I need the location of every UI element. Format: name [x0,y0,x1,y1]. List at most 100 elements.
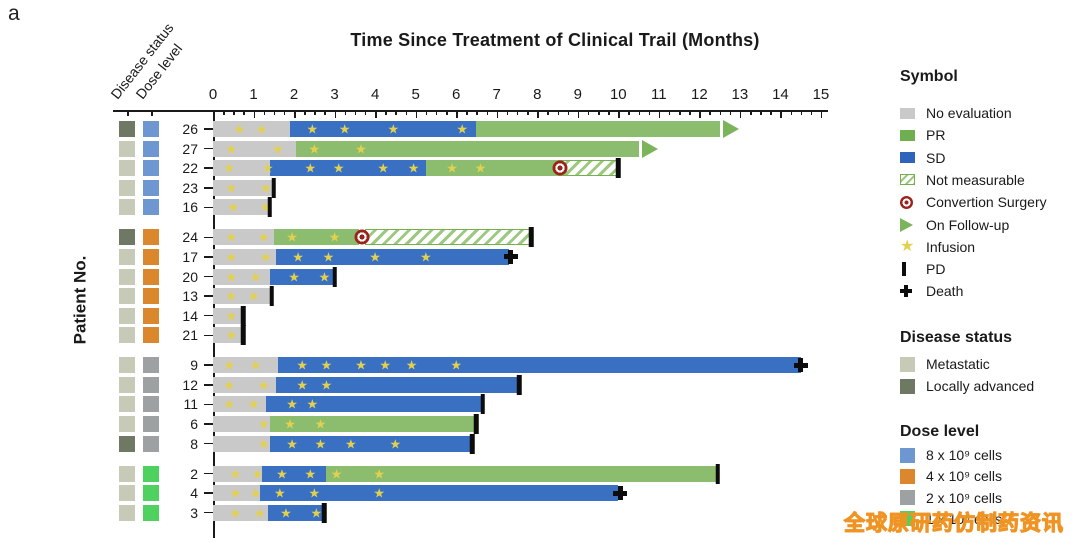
infusion-star-icon: ★ [373,485,385,501]
infusion-star-icon: ★ [407,160,420,176]
infusion-star-icon: ★ [255,121,268,137]
x-axis-minor-tick [709,110,711,115]
disease-status-square [119,465,135,482]
pd-icon [902,262,906,277]
disease-status-square [119,268,135,285]
x-axis-tick-label: 8 [533,86,542,103]
infusion-star-icon: ★ [286,396,298,412]
x-axis-minor-tick [506,110,509,115]
patient-number-label: 20 [182,268,198,285]
legend-item-label: No evaluation [926,105,1012,121]
dose-level-square [143,140,159,157]
dose-8e9-swatch [900,447,926,463]
legend-item-conversion-surgery: Convertion Surgery [900,193,1047,211]
disease-status-square [119,504,135,521]
patient-number-label: 17 [182,248,198,265]
dose-4e9-swatch [900,468,926,484]
disease-status-square [119,376,135,393]
bar-segment-no_evaluation [213,504,268,521]
patient-row-tick [204,275,213,278]
x-axis-minor-tick [233,110,235,115]
disease-status-square [119,229,135,246]
pd-marker [269,286,275,307]
x-axis-minor-tick [608,110,610,115]
x-axis-major-tick [739,110,742,118]
x-axis-minor-tick [324,110,326,115]
infusion-star-icon: ★ [229,505,242,521]
patient-row-tick [204,206,213,209]
pd-marker [474,414,479,434]
death-marker [793,358,808,373]
x-axis-major-tick [658,110,661,118]
bar-segment-no_evaluation [213,229,274,246]
dose-level-square [143,229,159,246]
x-axis-major-tick [618,110,620,118]
panel-label: a [8,2,20,25]
bar-segment-pr [269,416,477,432]
x-axis-minor-tick [800,110,803,115]
infusion-star-icon: ★ [223,377,236,393]
infusion-star-icon: ★ [286,436,298,452]
infusion-star-icon: ★ [229,466,242,481]
x-axis-minor-tick [243,110,245,115]
pd-marker [528,227,534,248]
bar-segment-sd [275,248,509,265]
dose-level-square [143,396,159,413]
x-axis-tick-label: 5 [411,86,420,103]
x-axis-minor-tick [679,110,681,115]
bar-segment-sd [290,121,477,137]
patient-number-label: 3 [190,504,198,521]
bar-segment-pr [425,160,558,177]
x-axis-minor-tick [719,110,722,115]
pr-swatch [900,129,926,141]
bar-segment-no_evaluation [213,199,270,216]
legend-item-label: 4 x 10⁹ cells [926,468,1003,485]
infusion-star-icon: ★ [306,121,319,137]
patient-number-label: 23 [182,179,198,196]
pd-marker [267,197,272,218]
x-axis-minor-tick [446,110,448,115]
dose-level-square [143,199,159,216]
conversion-surgery-marker [354,229,370,245]
legend-item-label: Death [926,283,964,300]
x-axis-line [113,110,828,112]
patient-row-tick [204,442,213,445]
infusion-star-icon: ★ [304,466,317,481]
pd-marker [516,374,522,395]
legend-item-dose-4e9: 4 x 10⁹ cells [900,467,1002,485]
infusion-star-icon: ★ [322,249,335,265]
disease-status-square [119,179,135,196]
infusion-star-icon: ★ [338,121,351,137]
infusion-star-icon: ★ [276,466,288,481]
infusion-star-icon: ★ [306,396,319,412]
patient-number-label: 12 [182,376,198,393]
patient-row-tick [204,256,213,258]
no-evaluation-swatch [900,107,926,119]
legend-item-label: Metastatic [926,356,990,372]
x-axis-minor-tick [405,110,408,115]
legend-item-on-follow-up: On Follow-up [900,216,1009,234]
dose-2e9-swatch [900,490,915,506]
x-axis-minor-tick [516,110,519,115]
infusion-star-icon: ★ [344,436,357,452]
disease-status-square [119,357,135,374]
bar-segment-no_evaluation [213,307,244,324]
legend-item-label: Locally advanced [926,378,1035,395]
infusion-star-icon: ★ [257,436,270,452]
dose-level-square [143,288,159,305]
infusion-star-icon: ★ [328,229,341,245]
x-axis-tick-label: 6 [452,86,461,103]
legend-item-label: Convertion Surgery [926,194,1047,211]
column-tick [127,110,129,116]
x-axis-minor-tick [598,110,600,115]
death-marker [613,486,628,501]
x-axis-minor-tick [648,110,651,115]
infusion-star-icon: ★ [292,249,304,265]
x-axis-minor-tick [476,110,478,115]
legend-item-metastatic: Metastatic [900,355,990,373]
legend-item-dose-8e9: 8 x 10⁹ cells [900,446,1002,464]
conversion-surgery-icon [900,195,926,209]
infusion-star-icon: ★ [304,160,317,176]
disease-status-square [119,288,135,305]
infusion-star-icon: ★ [253,505,266,521]
